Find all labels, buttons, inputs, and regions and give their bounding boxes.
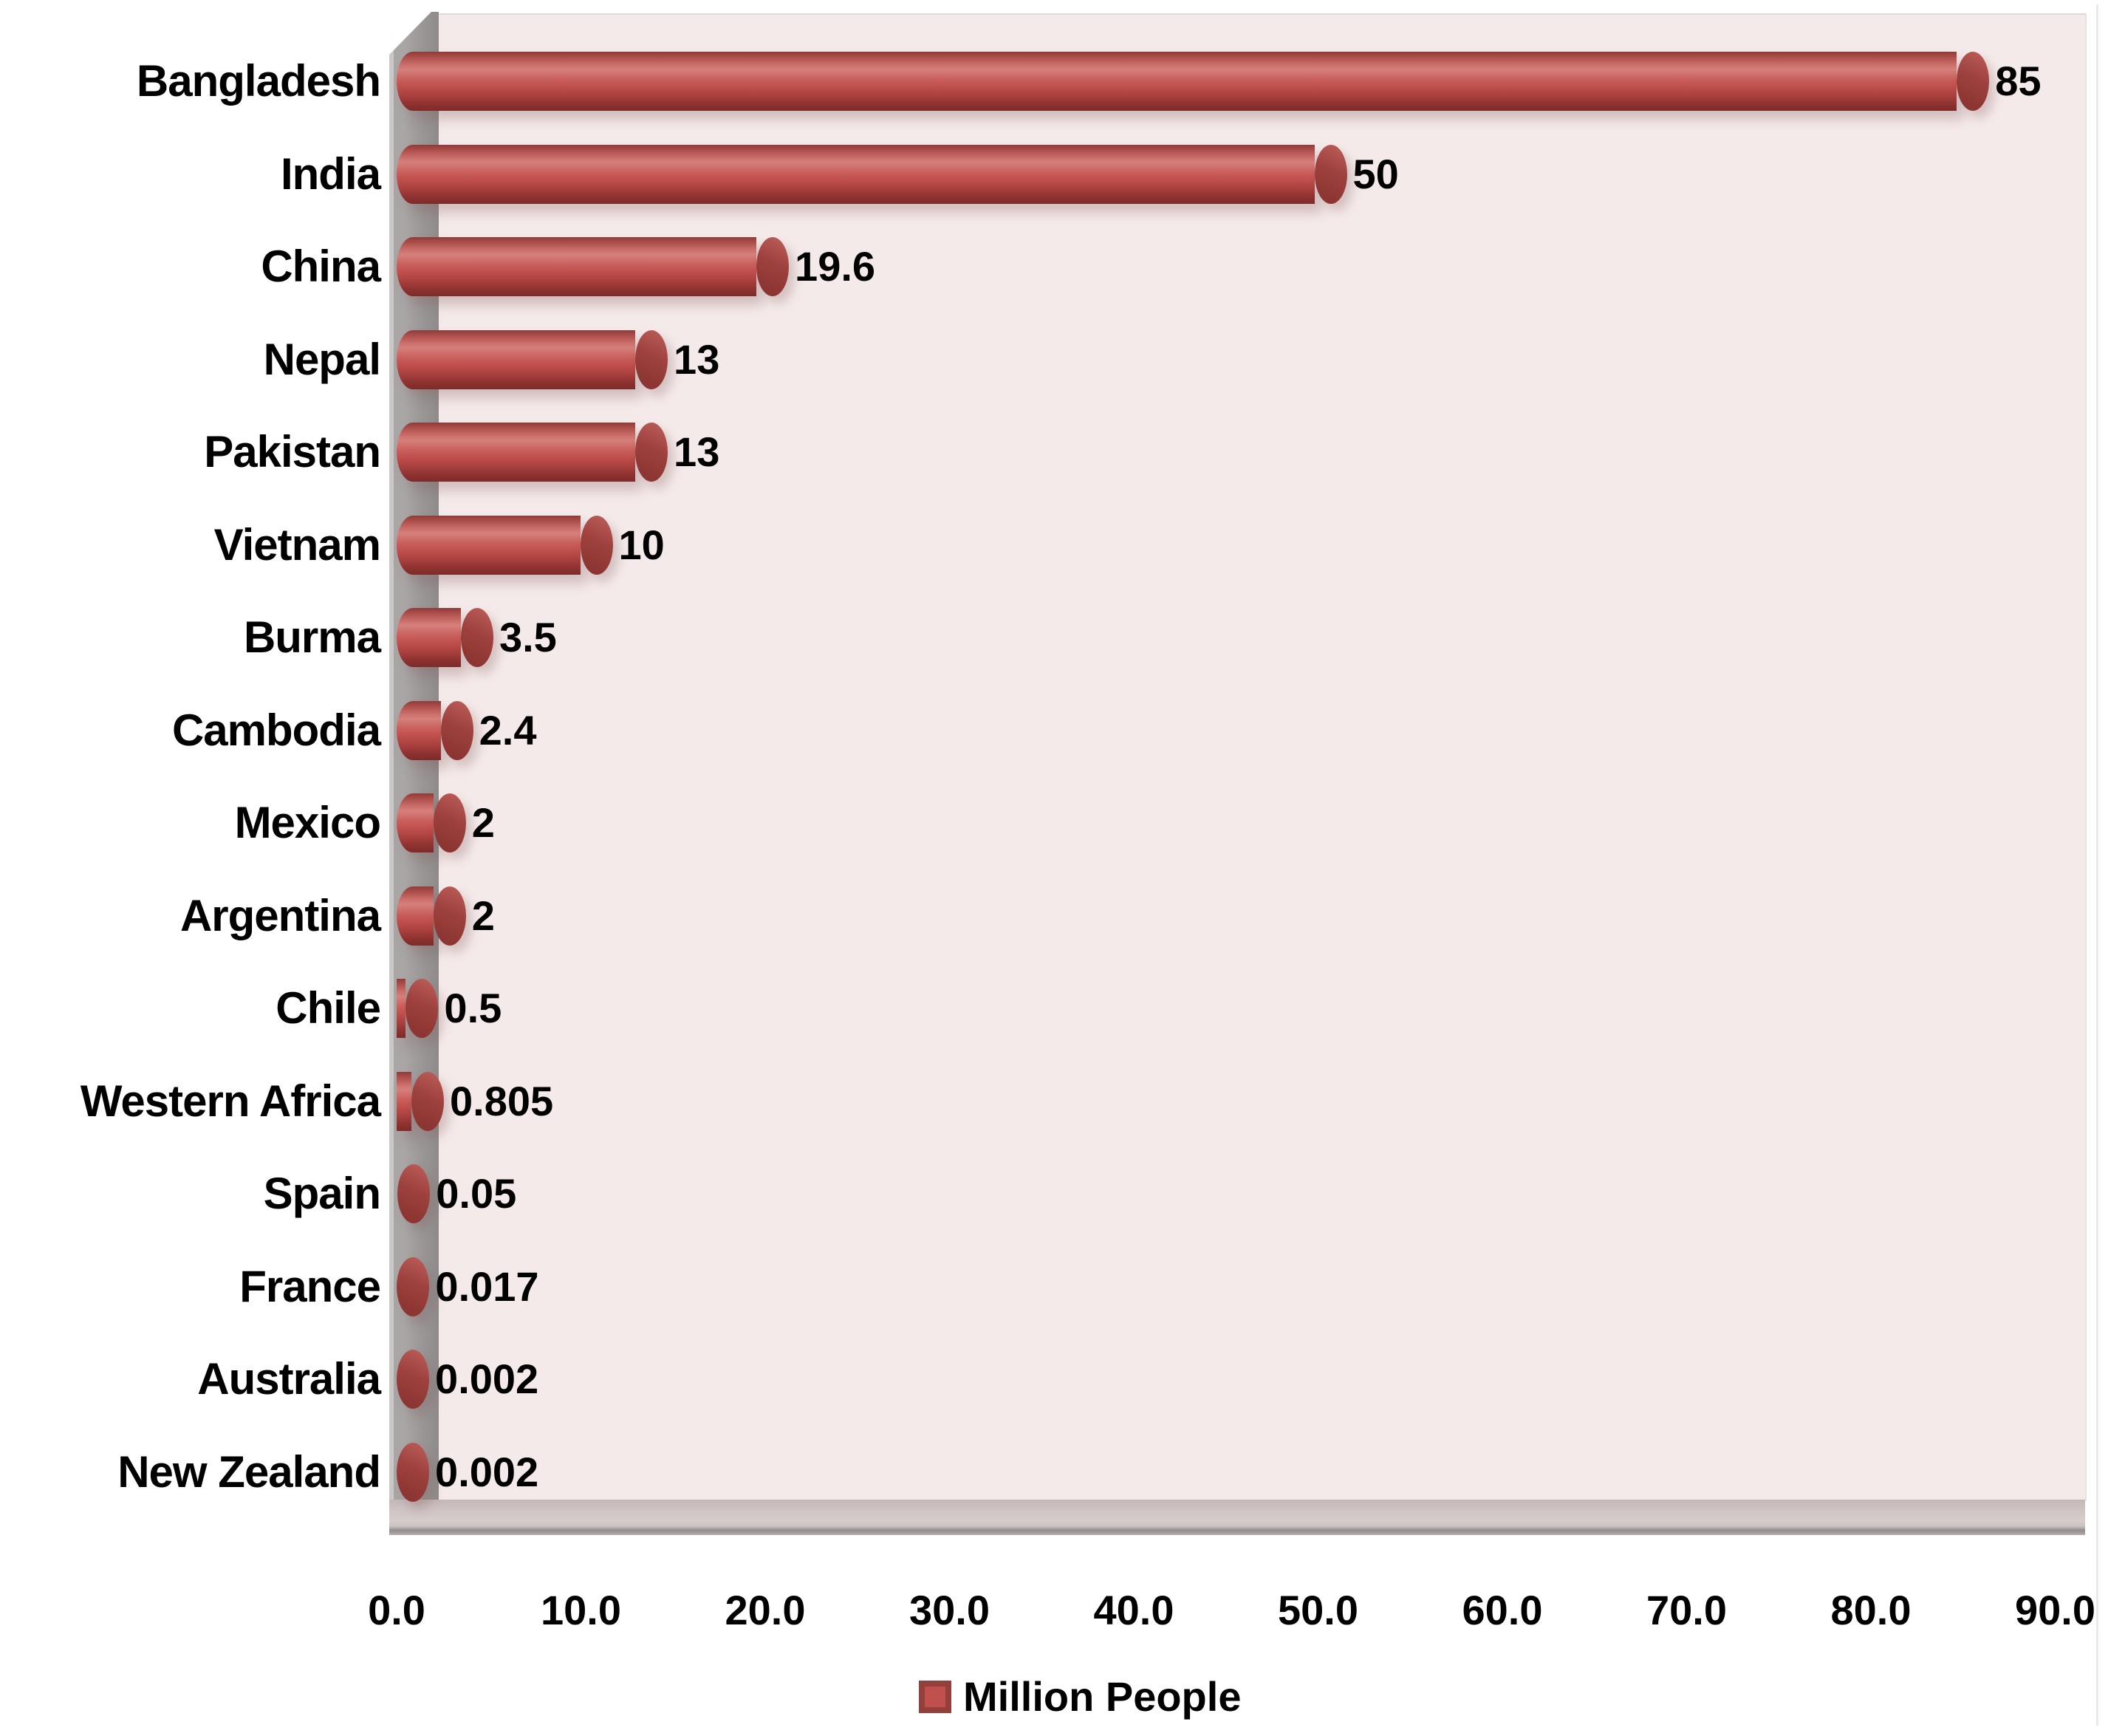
bar-india[interactable] [397,144,1315,204]
x-axis-tick: 80.0 [1830,1587,1912,1633]
data-label: 0.002 [435,1448,539,1495]
bar-cap-chile[interactable] [406,979,439,1038]
data-label: 19.6 [795,243,876,290]
bar-pakistan[interactable] [397,423,636,482]
x-axis-tick: 60.0 [1462,1587,1543,1633]
bar-china[interactable] [397,237,757,296]
data-label: 13 [674,428,720,475]
category-label: Argentina [179,890,381,940]
bar-cap-china[interactable] [756,237,790,296]
data-label: 0.017 [435,1262,539,1310]
category-label: China [261,242,381,291]
x-axis-tick: 70.0 [1646,1587,1727,1633]
data-label: 2 [471,892,495,939]
category-label: Chile [276,983,381,1033]
x-axis-tick: 0.0 [368,1587,425,1633]
bar-cap-spain[interactable] [397,1164,431,1223]
bar-cap-pakistan[interactable] [635,423,668,482]
bar-cap-france[interactable] [397,1257,430,1316]
bar-cap-india[interactable] [1314,144,1347,204]
bar-argentina[interactable] [397,886,434,946]
x-axis-tick: 20.0 [725,1587,806,1633]
data-label: 85 [1995,58,2042,104]
data-label: 10 [618,521,665,568]
bar-vietnam[interactable] [397,515,581,575]
bar-nepal[interactable] [397,329,636,389]
category-label: Vietnam [213,519,381,570]
legend-marker-icon [919,1680,951,1713]
bar-cap-new-zealand[interactable] [397,1442,430,1502]
x-axis-tick: 30.0 [909,1587,990,1633]
bar-cap-western-africa[interactable] [411,1071,444,1131]
x-axis-tick: 90.0 [2015,1587,2095,1633]
category-label: Australia [197,1354,381,1404]
data-label: 0.805 [450,1077,554,1124]
category-label: Cambodia [171,705,381,755]
data-label: 0.5 [444,985,502,1031]
category-label: Bangladesh [136,56,381,106]
x-axis-tick: 50.0 [1278,1587,1358,1633]
category-label: Spain [263,1169,381,1218]
x-axis-tick: 10.0 [541,1587,621,1633]
bar-mexico[interactable] [397,793,434,852]
category-label: Western Africa [80,1076,381,1126]
legend[interactable]: Million People [919,1672,1241,1720]
bar-western-africa[interactable] [397,1071,411,1131]
data-label: 3.5 [499,614,557,660]
category-label: France [239,1261,381,1311]
x-axis-tick: 40.0 [1093,1587,1174,1633]
bar-cap-vietnam[interactable] [580,515,613,575]
bar-chile[interactable] [397,979,406,1038]
legend-label: Million People [963,1673,1242,1720]
category-label: Nepal [263,334,381,384]
category-label: Pakistan [204,427,381,476]
category-label: New Zealand [117,1446,381,1497]
data-label: 2.4 [479,706,537,753]
bar-bangladesh[interactable] [397,52,1957,111]
data-label: 0.002 [435,1356,539,1402]
bar-cap-cambodia[interactable] [440,700,473,760]
category-label: Mexico [234,798,381,847]
bar-cambodia[interactable] [397,700,441,760]
data-label: 13 [674,335,720,383]
bar-cap-bangladesh[interactable] [1957,52,1990,111]
bar-cap-burma[interactable] [460,608,493,667]
chart-3d-floor [389,1500,2085,1535]
bar-cap-australia[interactable] [397,1350,430,1409]
bar-cap-argentina[interactable] [433,886,466,946]
category-label: Burma [243,612,381,662]
chart-border [2096,4,2098,1726]
data-label: 0.05 [436,1170,517,1217]
bar-burma[interactable] [397,608,461,667]
data-label: 2 [471,799,495,846]
category-label: India [280,148,381,199]
bar-cap-mexico[interactable] [433,793,466,852]
bar-cap-nepal[interactable] [635,329,668,389]
data-label: 50 [1352,150,1399,197]
